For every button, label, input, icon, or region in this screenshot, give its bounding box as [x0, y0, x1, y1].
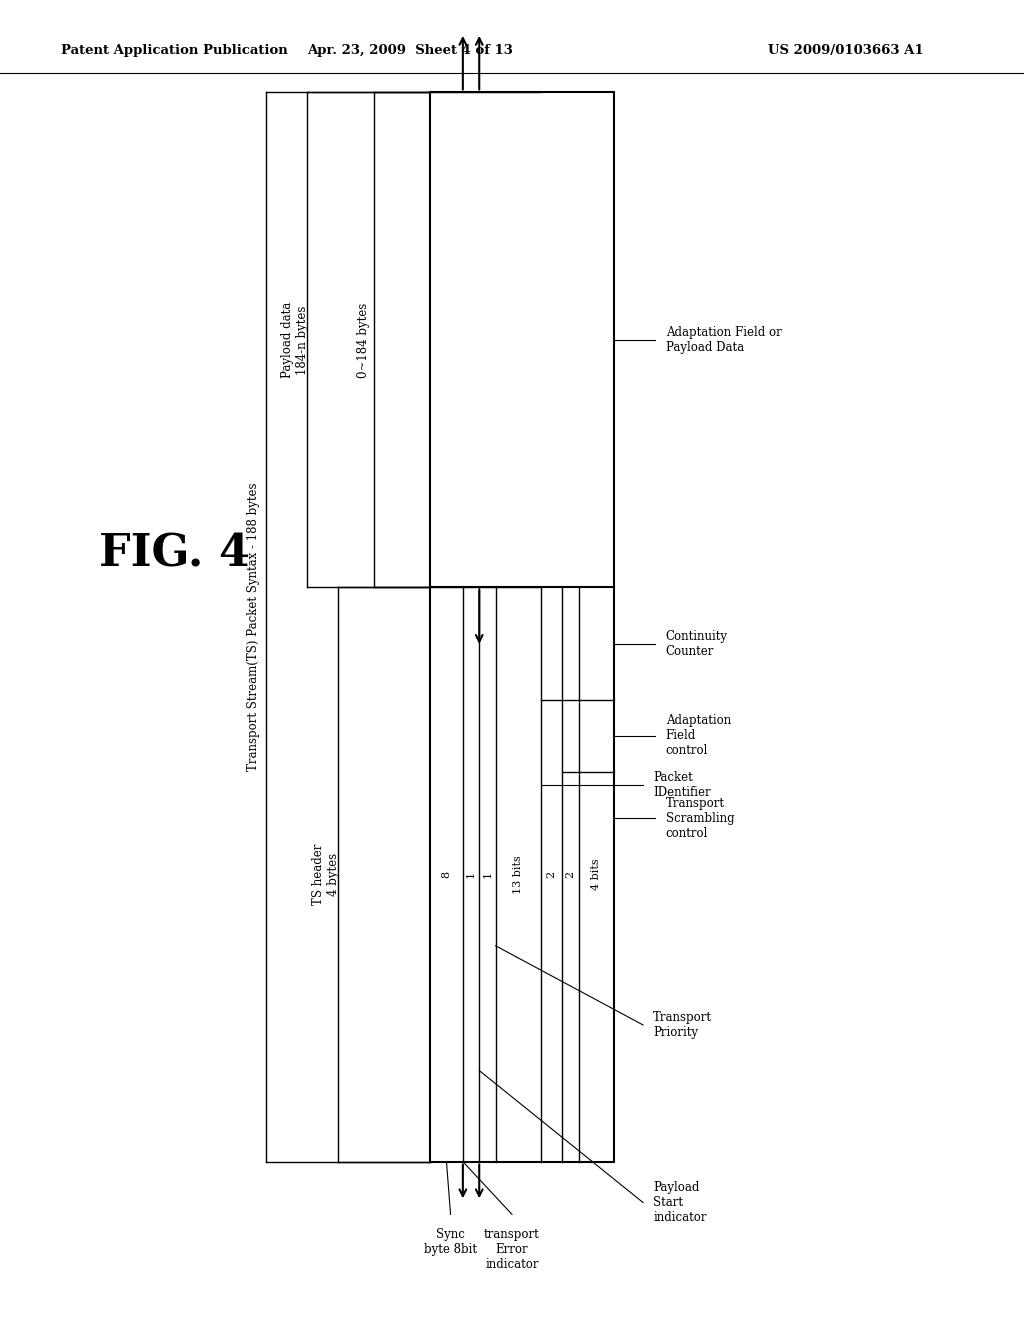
Text: Transport
Scrambling
control: Transport Scrambling control: [666, 797, 734, 840]
Text: 1: 1: [466, 871, 476, 878]
Text: Payload data
184-n bytes: Payload data 184-n bytes: [281, 302, 309, 378]
Text: 2: 2: [547, 871, 556, 878]
Text: Continuity
Counter: Continuity Counter: [666, 630, 728, 657]
Text: 8: 8: [441, 871, 452, 878]
Text: Payload
Start
indicator: Payload Start indicator: [653, 1181, 707, 1224]
Text: US 2009/0103663 A1: US 2009/0103663 A1: [768, 44, 924, 57]
Text: Transport Stream(TS) Packet Syntax - 188 bytes: Transport Stream(TS) Packet Syntax - 188…: [248, 483, 260, 771]
Text: 13 bits: 13 bits: [513, 855, 523, 894]
Text: FIG. 4: FIG. 4: [98, 533, 250, 576]
Text: Adaptation Field or
Payload Data: Adaptation Field or Payload Data: [666, 326, 781, 354]
Text: Sync
byte 8bit: Sync byte 8bit: [424, 1228, 477, 1255]
Bar: [430, 92, 614, 1162]
Text: Packet
IDentifier: Packet IDentifier: [653, 771, 711, 800]
Text: 1: 1: [482, 871, 493, 878]
Text: Patent Application Publication: Patent Application Publication: [61, 44, 288, 57]
Text: Apr. 23, 2009  Sheet 4 of 13: Apr. 23, 2009 Sheet 4 of 13: [306, 44, 513, 57]
Text: 4 bits: 4 bits: [592, 859, 601, 890]
Text: Adaptation
Field
control: Adaptation Field control: [666, 714, 731, 758]
Text: transport
Error
indicator: transport Error indicator: [484, 1228, 540, 1271]
Text: Transport
Priority: Transport Priority: [653, 1011, 713, 1039]
Text: 0~184 bytes: 0~184 bytes: [357, 302, 370, 378]
Text: TS header
4 bytes: TS header 4 bytes: [311, 843, 340, 906]
Text: 2: 2: [565, 871, 575, 878]
